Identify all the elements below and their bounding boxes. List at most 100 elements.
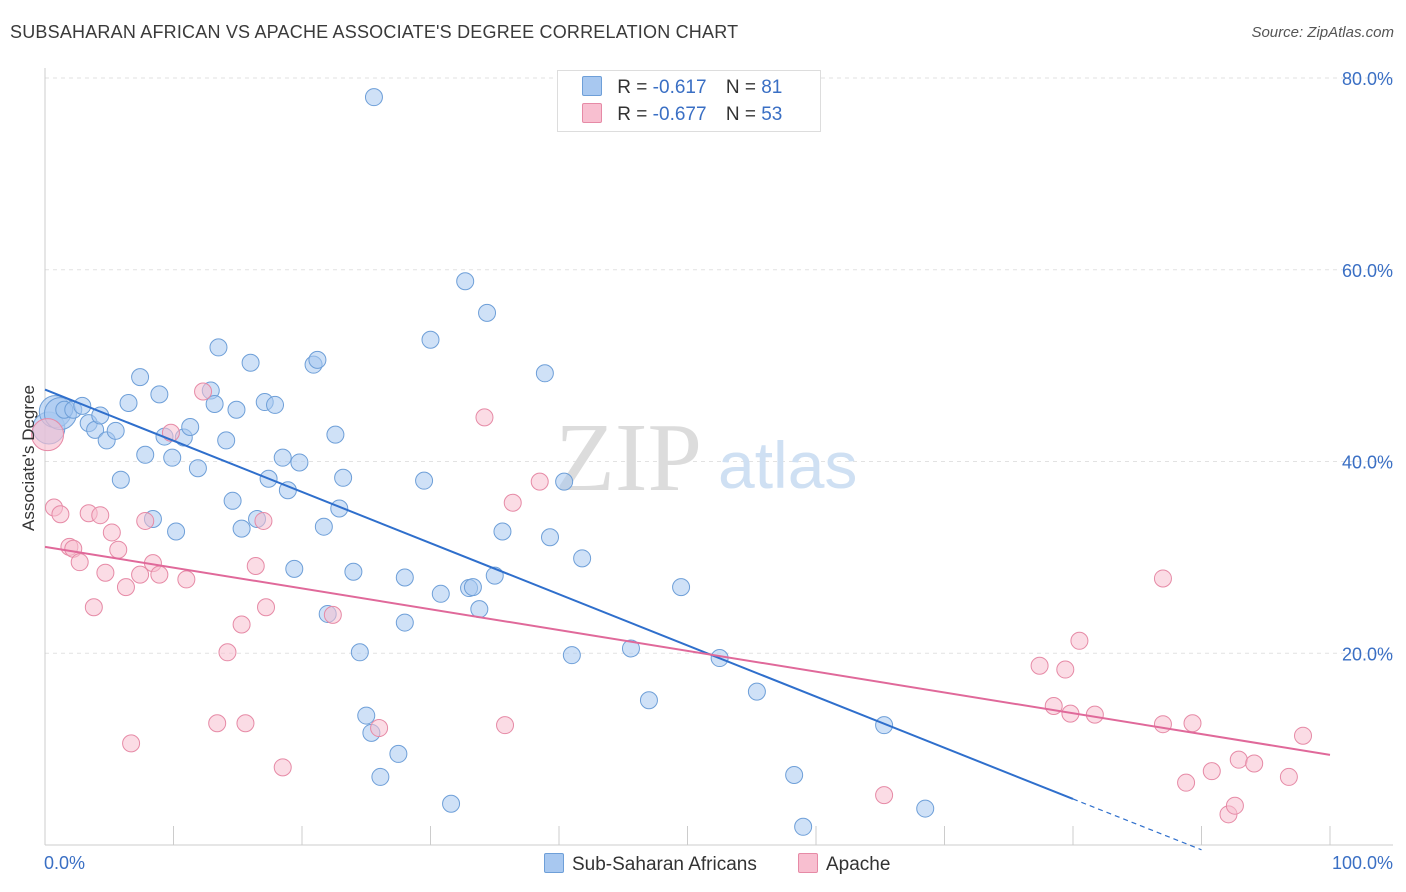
legend-swatch-apache [798, 853, 818, 873]
data-point [357, 706, 376, 725]
data-point [163, 448, 182, 467]
data-point [395, 613, 414, 632]
r-value: -0.677 [652, 104, 707, 125]
data-point [463, 578, 482, 597]
data-point [308, 350, 327, 369]
data-point [350, 643, 369, 662]
data-point [1056, 660, 1075, 679]
data-point [415, 471, 434, 490]
n-value: 53 [761, 104, 783, 125]
data-point [395, 568, 414, 587]
data-point [122, 734, 141, 753]
data-point [1279, 767, 1298, 786]
y-tick-label: 20.0% [1342, 644, 1393, 664]
data-point [323, 605, 342, 624]
data-point [91, 506, 110, 525]
data-point [241, 353, 260, 372]
data-point [290, 453, 309, 472]
data-point [344, 562, 363, 581]
data-point [573, 549, 592, 568]
data-point [1030, 656, 1049, 675]
data-point [389, 744, 408, 763]
trend-extension-0 [1072, 798, 1202, 851]
data-point [493, 522, 512, 541]
data-point [51, 505, 70, 524]
n-label: N = [725, 104, 756, 125]
swatch-apache [582, 103, 602, 123]
trend-line-1 [44, 545, 1331, 756]
data-point [227, 400, 246, 419]
data-point [314, 517, 333, 536]
swatch-sub-saharan [582, 76, 602, 96]
data-point [478, 303, 497, 322]
source-label: Source: ZipAtlas.com [1251, 24, 1394, 41]
data-point [1229, 750, 1248, 769]
legend-label-sub-saharan: Sub-Saharan Africans [572, 854, 757, 875]
data-point [218, 643, 237, 662]
data-point [1294, 726, 1313, 745]
data-point [194, 382, 213, 401]
data-point [257, 598, 276, 617]
data-point [106, 421, 125, 440]
data-point [136, 445, 155, 464]
data-point [102, 523, 121, 542]
data-point [208, 714, 227, 733]
r-label: R = [617, 104, 648, 125]
r-label: R = [617, 77, 648, 98]
data-point [442, 794, 461, 813]
data-point [496, 716, 515, 735]
data-point [223, 491, 242, 510]
data-point [621, 639, 640, 658]
watermark-atlas: atlas [718, 428, 857, 502]
data-point [530, 472, 549, 491]
data-point [266, 395, 285, 414]
axes [44, 68, 1393, 846]
data-point [875, 716, 894, 735]
data-point [96, 563, 115, 582]
data-point [111, 470, 130, 489]
data-point [1070, 631, 1089, 650]
stats-row-sub-saharan: R = -0.617 N = 81 [582, 76, 782, 98]
data-point [470, 600, 489, 619]
trend-lines [44, 388, 1331, 851]
data-point [131, 565, 150, 584]
data-point [1225, 796, 1244, 815]
data-point [1183, 714, 1202, 733]
data-point [672, 578, 691, 597]
data-point [370, 719, 389, 738]
watermark-zip: ZIP [555, 404, 702, 512]
legend-item-apache[interactable]: Apache [798, 853, 890, 876]
data-point [136, 511, 155, 530]
data-point [456, 272, 475, 291]
data-point [188, 459, 207, 478]
data-point [273, 448, 292, 467]
data-point [73, 396, 92, 415]
data-point [371, 767, 390, 786]
data-point [1202, 762, 1221, 781]
data-point [1245, 754, 1264, 773]
data-point [109, 540, 128, 559]
data-point [150, 565, 169, 584]
data-point [177, 570, 196, 589]
data-point [116, 578, 135, 597]
y-tick-label: 60.0% [1342, 261, 1393, 281]
data-point [131, 368, 150, 387]
points-apache [31, 382, 1313, 824]
stats-legend: R = -0.617 N = 81 R = -0.677 N = 53 [557, 70, 821, 132]
data-point [475, 408, 494, 427]
data-point [246, 557, 265, 576]
data-point [232, 615, 251, 634]
data-point [421, 330, 440, 349]
data-point [232, 519, 251, 538]
data-point [119, 394, 138, 413]
data-point [503, 493, 522, 512]
r-value: -0.617 [652, 77, 707, 98]
data-point [785, 766, 804, 785]
data-point [794, 817, 813, 836]
data-point [205, 394, 224, 413]
x-tick-label: 100.0% [1332, 853, 1393, 873]
n-value: 81 [761, 77, 783, 98]
legend-item-sub-saharan[interactable]: Sub-Saharan Africans [544, 853, 757, 876]
data-point [562, 646, 581, 665]
